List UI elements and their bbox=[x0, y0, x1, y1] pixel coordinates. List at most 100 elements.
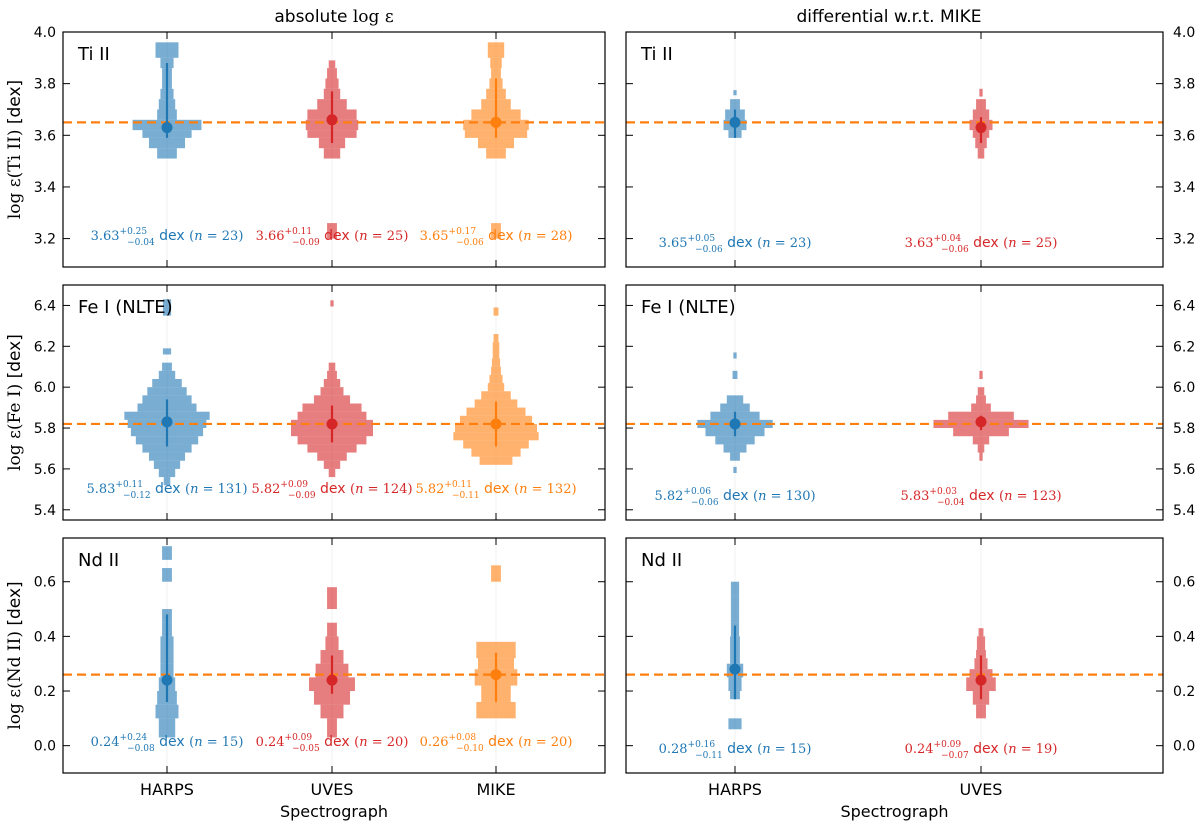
hist-bin bbox=[313, 395, 351, 404]
hist-bin bbox=[155, 704, 179, 719]
hist-bin bbox=[976, 704, 986, 719]
y-tick-label: 4.0 bbox=[34, 25, 56, 41]
hist-bin bbox=[733, 466, 737, 473]
median-point-mike bbox=[490, 116, 502, 128]
annotation-uves: 0.24+0.09 −0.05 dex (n = 20) bbox=[256, 733, 409, 754]
hist-bin bbox=[323, 148, 341, 159]
hist-bin bbox=[976, 99, 986, 110]
x-tick-label-uves: UVES bbox=[311, 780, 354, 799]
hist-bin bbox=[971, 403, 991, 412]
hist-bin bbox=[162, 348, 172, 355]
hist-bin bbox=[158, 370, 176, 379]
hist-bin bbox=[148, 452, 186, 461]
hist-bin bbox=[330, 300, 334, 307]
panel-right-2: 0.28+0.16 −0.11 dex (n = 15) 0.24+0.09 −0.0… bbox=[625, 537, 1195, 821]
y-tick-label: 3.6 bbox=[34, 128, 56, 144]
hist-bin bbox=[720, 403, 750, 412]
hist-bin bbox=[323, 379, 341, 388]
hist-bin bbox=[491, 366, 501, 375]
hist-bin bbox=[163, 477, 171, 486]
panel-title: Fe I (NLTE) bbox=[78, 297, 173, 318]
median-point-uves bbox=[326, 674, 338, 686]
hist-bin bbox=[327, 587, 337, 610]
annotation-harps: 3.65+0.05 −0.06 dex (n = 23) bbox=[659, 234, 812, 255]
hist-bin bbox=[948, 411, 1014, 420]
hist-bin bbox=[493, 307, 499, 316]
hist-bin bbox=[147, 387, 187, 396]
axes-frame bbox=[62, 31, 606, 268]
hist-bin bbox=[471, 448, 521, 457]
median-point-harps bbox=[729, 663, 741, 675]
y-axis-label: log ε(Fe I) [dex] bbox=[5, 334, 25, 471]
hist-bin bbox=[489, 374, 503, 384]
hist-bin bbox=[477, 137, 515, 149]
hist-bin bbox=[152, 379, 182, 388]
y-tick-label: 5.6 bbox=[1173, 462, 1195, 478]
hist-bin bbox=[148, 137, 186, 149]
hist-bin bbox=[325, 636, 339, 651]
y-tick-label: 4.0 bbox=[1173, 25, 1195, 41]
y-tick-label: 3.2 bbox=[1173, 232, 1195, 248]
hist-bin bbox=[972, 109, 990, 120]
annotation-harps: 0.28+0.16 −0.11 dex (n = 15) bbox=[659, 740, 812, 761]
hist-bin bbox=[492, 342, 500, 351]
hist-bin bbox=[730, 452, 740, 461]
y-tick-label: 0.2 bbox=[34, 684, 56, 700]
annotation-uves: 5.83+0.03 −0.04 dex (n = 123) bbox=[900, 487, 1061, 508]
panel-left-2: 0.24+0.24 −0.08 dex (n = 15) 0.24+0.09 −0.0… bbox=[5, 537, 606, 821]
hist-bin bbox=[157, 148, 177, 159]
hist-bin bbox=[162, 568, 172, 582]
panel-title: Fe I (NLTE) bbox=[641, 297, 736, 318]
hist-bin bbox=[979, 370, 983, 379]
y-tick-label: 3.6 bbox=[1173, 128, 1195, 144]
hist-bin bbox=[162, 362, 172, 371]
annotation-uves: 5.82+0.09 −0.09 dex (n = 124) bbox=[251, 480, 412, 501]
annotation-mike: 0.26+0.08 −0.10 dex (n = 20) bbox=[420, 733, 573, 754]
hist-bin bbox=[492, 350, 500, 359]
hist-bin bbox=[327, 622, 337, 637]
median-point-harps bbox=[161, 122, 173, 134]
panel-title: Ti II bbox=[77, 44, 110, 65]
hist-bin bbox=[728, 718, 742, 730]
annotation-harps: 0.24+0.24 −0.08 dex (n = 15) bbox=[91, 733, 244, 754]
y-tick-label: 3.2 bbox=[34, 232, 56, 248]
hist-bin bbox=[726, 395, 744, 404]
median-point-uves bbox=[975, 674, 987, 686]
hist-bin bbox=[325, 78, 339, 89]
median-point-uves bbox=[975, 416, 987, 428]
hist-bin bbox=[730, 99, 740, 110]
y-tick-label: 5.4 bbox=[34, 503, 56, 519]
y-tick-label: 6.4 bbox=[34, 298, 56, 314]
hist-bin bbox=[476, 701, 516, 719]
y-tick-label: 5.6 bbox=[34, 462, 56, 478]
axes-frame bbox=[62, 284, 606, 521]
hist-bin bbox=[328, 60, 336, 69]
hist-bin bbox=[162, 546, 172, 560]
y-tick-label: 0.0 bbox=[34, 739, 56, 755]
y-tick-label: 6.0 bbox=[34, 380, 56, 396]
y-tick-label: 6.2 bbox=[1173, 339, 1195, 355]
hist-bin bbox=[977, 444, 985, 453]
hist-bin bbox=[481, 391, 511, 400]
hist-bin bbox=[327, 718, 337, 738]
hist-bin bbox=[327, 370, 337, 379]
hist-bin bbox=[320, 704, 344, 719]
hist-bin bbox=[953, 428, 1009, 437]
hist-bin bbox=[733, 90, 737, 96]
hist-bin bbox=[976, 395, 986, 404]
hist-bin bbox=[476, 641, 516, 659]
y-tick-label: 6.0 bbox=[1173, 380, 1195, 396]
median-point-harps bbox=[161, 674, 173, 686]
hist-bin bbox=[733, 352, 737, 359]
annotation-harps: 5.83+0.11 −0.12 dex (n = 131) bbox=[86, 480, 247, 501]
median-point-uves bbox=[975, 122, 987, 134]
panel-title: Ti II bbox=[640, 44, 673, 65]
hist-bin bbox=[715, 436, 755, 445]
axes-frame bbox=[625, 31, 1164, 268]
hist-bin bbox=[976, 636, 986, 651]
axes-frame bbox=[625, 537, 1164, 774]
hist-bin bbox=[972, 436, 990, 445]
annotation-harps: 5.82+0.06 −0.06 dex (n = 130) bbox=[654, 487, 815, 508]
annotation-uves: 3.63+0.04 −0.06 dex (n = 25) bbox=[905, 234, 1058, 255]
y-tick-label: 5.4 bbox=[1173, 503, 1195, 519]
